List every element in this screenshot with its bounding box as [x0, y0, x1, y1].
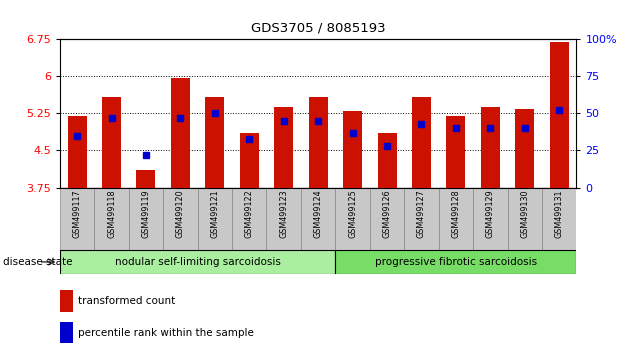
Bar — [102, 97, 121, 188]
Bar — [309, 97, 328, 188]
Bar — [129, 188, 163, 250]
Bar — [438, 188, 473, 250]
Bar — [550, 42, 569, 188]
Bar — [60, 290, 73, 312]
Bar — [412, 97, 431, 188]
Text: GSM499122: GSM499122 — [245, 189, 254, 238]
Bar — [301, 188, 335, 250]
Bar — [60, 250, 335, 274]
Text: percentile rank within the sample: percentile rank within the sample — [78, 328, 254, 338]
Text: GSM499123: GSM499123 — [279, 189, 288, 238]
Text: GSM499125: GSM499125 — [348, 189, 357, 238]
Bar — [542, 188, 576, 250]
Text: GSM499128: GSM499128 — [452, 189, 461, 238]
Text: GSM499118: GSM499118 — [107, 189, 116, 238]
Bar — [473, 188, 508, 250]
Bar — [404, 188, 438, 250]
Bar — [335, 188, 370, 250]
Text: GSM499127: GSM499127 — [417, 189, 426, 238]
Text: GSM499117: GSM499117 — [72, 189, 81, 238]
Bar — [377, 133, 396, 188]
Bar — [67, 116, 86, 188]
Bar — [60, 188, 94, 250]
Bar — [205, 97, 224, 188]
Bar — [94, 188, 129, 250]
Bar — [447, 116, 466, 188]
Text: transformed count: transformed count — [78, 296, 175, 306]
Bar — [171, 78, 190, 188]
Bar — [508, 188, 542, 250]
Bar — [370, 188, 404, 250]
Bar — [266, 188, 301, 250]
Text: GSM499119: GSM499119 — [142, 189, 151, 238]
Bar — [163, 188, 198, 250]
Text: GSM499126: GSM499126 — [382, 189, 391, 238]
Bar — [335, 250, 576, 274]
Text: GSM499129: GSM499129 — [486, 189, 495, 238]
Text: GSM499124: GSM499124 — [314, 189, 323, 238]
Text: GSM499120: GSM499120 — [176, 189, 185, 238]
Text: GDS3705 / 8085193: GDS3705 / 8085193 — [251, 21, 386, 34]
Bar — [515, 109, 534, 188]
Bar — [481, 107, 500, 188]
Text: progressive fibrotic sarcoidosis: progressive fibrotic sarcoidosis — [375, 257, 537, 267]
Bar — [232, 188, 266, 250]
Bar — [60, 322, 73, 343]
Bar — [274, 107, 293, 188]
Text: GSM499130: GSM499130 — [520, 189, 529, 238]
Text: nodular self-limiting sarcoidosis: nodular self-limiting sarcoidosis — [115, 257, 280, 267]
Text: GSM499131: GSM499131 — [555, 189, 564, 238]
Bar — [240, 133, 259, 188]
Text: disease state: disease state — [3, 257, 72, 267]
Text: GSM499121: GSM499121 — [210, 189, 219, 238]
Bar — [137, 170, 156, 188]
Bar — [198, 188, 232, 250]
Bar — [343, 111, 362, 188]
